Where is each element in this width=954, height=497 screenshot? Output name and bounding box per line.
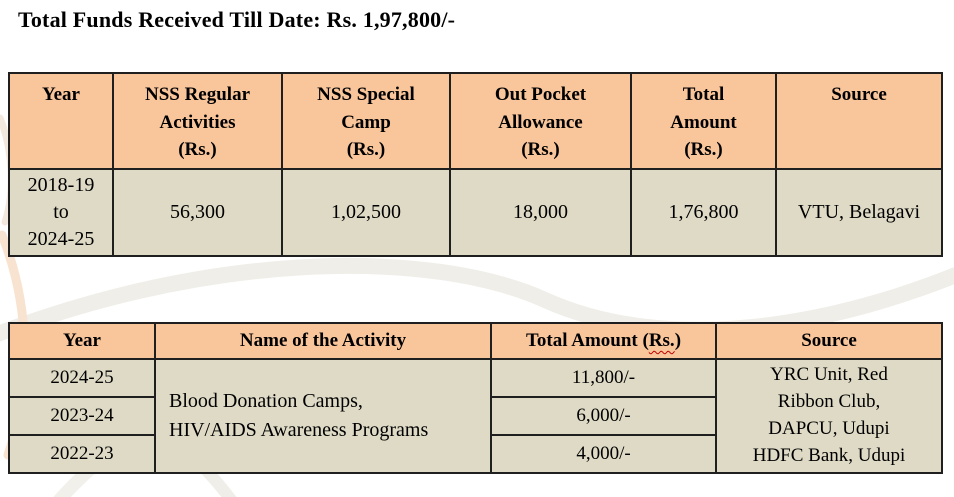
activity-cell-amount-2: 4,000/- — [490, 434, 717, 474]
funds-header-nss-special: NSS Special Camp (Rs.) — [281, 72, 451, 170]
funds-cell-nss-regular: 56,300 — [112, 168, 283, 257]
activity-cell-amount-0: 11,800/- — [490, 358, 717, 398]
activity-table: Year Name of the Activity Total Amount (… — [8, 322, 943, 474]
funds-cell-out-pocket: 18,000 — [449, 168, 632, 257]
activity-header-source: Source — [715, 322, 943, 360]
activity-header-row: Year Name of the Activity Total Amount (… — [8, 322, 943, 360]
activity-cell-year-0: 2024-25 — [8, 358, 156, 398]
amount-header-suffix: ) — [674, 330, 682, 351]
activity-header-year: Year — [8, 322, 156, 360]
funds-cell-year: 2018-19 to 2024-25 — [8, 168, 114, 257]
funds-header-year: Year — [8, 72, 114, 170]
funds-header-total-amount: Total Amount (Rs.) — [630, 72, 777, 170]
funds-header-nss-regular: NSS Regular Activities (Rs.) — [112, 72, 283, 170]
funds-cell-total-amount: 1,76,800 — [630, 168, 777, 257]
funds-header-out-pocket: Out Pocket Allowance (Rs.) — [449, 72, 632, 170]
activity-cell-source: YRC Unit, Red Ribbon Club, DAPCU, Udupi … — [715, 358, 943, 474]
activity-row-2024-25: 2024-25 Blood Donation Camps, HIV/AIDS A… — [8, 358, 943, 474]
page-title: Total Funds Received Till Date: Rs. 1,97… — [18, 7, 456, 32]
amount-header-rs-misspelling: Rs. — [648, 330, 675, 351]
activity-cell-year-2: 2022-23 — [8, 434, 156, 474]
funds-table: Year NSS Regular Activities (Rs.) NSS Sp… — [8, 72, 943, 257]
activity-cell-name: Blood Donation Camps, HIV/AIDS Awareness… — [154, 358, 492, 474]
activity-header-amount: Total Amount (Rs.) — [490, 322, 717, 360]
funds-cell-nss-special: 1,02,500 — [281, 168, 451, 257]
activity-cell-year-1: 2023-24 — [8, 396, 156, 436]
funds-data-row: 2018-19 to 2024-25 56,300 1,02,500 18,00… — [8, 168, 943, 257]
funds-header-row: Year NSS Regular Activities (Rs.) NSS Sp… — [8, 72, 943, 170]
activity-cell-amount-1: 6,000/- — [490, 396, 717, 436]
activity-header-activity: Name of the Activity — [154, 322, 492, 360]
amount-header-prefix: Total Amount ( — [525, 330, 649, 351]
funds-cell-source: VTU, Belagavi — [775, 168, 943, 257]
funds-header-source: Source — [775, 72, 943, 170]
